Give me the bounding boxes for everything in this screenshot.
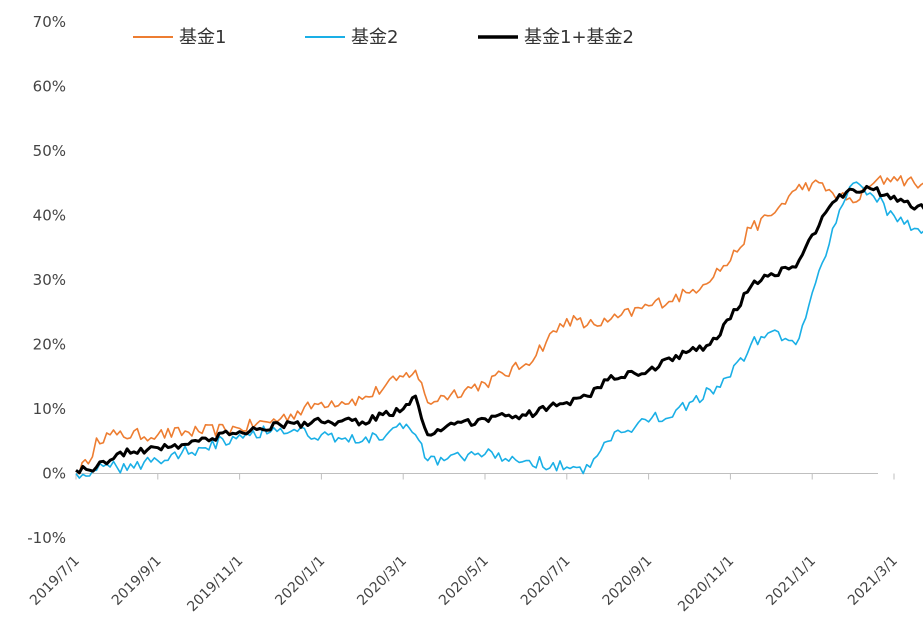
legend-label: 基金2 <box>351 27 398 48</box>
x-tick-label: 2019/11/1 <box>184 553 246 615</box>
series-line-3 <box>75 184 923 475</box>
legend-label: 基金1 <box>179 27 226 48</box>
y-axis-ticks: -10% 0% 10% 20% 30% 40% 50% 60% 70% <box>27 13 66 547</box>
x-tick-label: 2020/9/1 <box>600 553 656 609</box>
y-tick-label: 30% <box>33 271 66 289</box>
legend-label: 基金1+基金2 <box>524 27 634 48</box>
x-tick-label: 2020/1/1 <box>272 553 328 609</box>
y-tick-label: 20% <box>33 336 66 354</box>
y-tick-label: 70% <box>33 13 66 31</box>
y-tick-label: 10% <box>33 400 66 418</box>
x-tick-label: 2020/3/1 <box>354 553 410 609</box>
x-axis-ticks: 2019/7/1 2019/9/1 2019/11/1 2020/1/1 2020/3/… <box>27 473 901 615</box>
series-lines <box>75 175 923 479</box>
series-line-1 <box>75 175 923 475</box>
y-tick-label: -10% <box>27 529 66 547</box>
y-tick-label: 50% <box>33 142 66 160</box>
x-tick-label: 2019/9/1 <box>109 553 165 609</box>
y-tick-label: 0% <box>42 465 66 483</box>
x-tick-label: 2020/5/1 <box>436 553 492 609</box>
x-tick-label: 2019/7/1 <box>27 553 83 609</box>
series-line-2 <box>75 181 923 479</box>
x-tick-label: 2021/1/1 <box>763 553 819 609</box>
legend: 基金1 基金2 基金1+基金2 <box>133 27 634 48</box>
y-tick-label: 60% <box>33 78 66 96</box>
x-tick-label: 2021/3/1 <box>845 553 901 609</box>
y-tick-label: 40% <box>33 207 66 225</box>
x-tick-label: 2020/7/1 <box>518 553 574 609</box>
x-tick-label: 2020/11/1 <box>675 553 737 615</box>
